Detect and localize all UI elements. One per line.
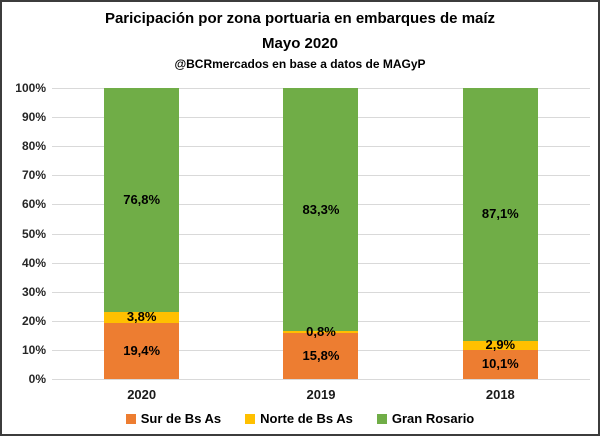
category-slot-2020: 19,4% 3,8% 76,8% [52, 88, 231, 379]
bar-segment-2019: 15,8% [283, 333, 359, 379]
category-slot-2018: 10,1% 2,9% 87,1% [411, 87, 590, 379]
data-label: 3,8% [126, 309, 157, 325]
y-axis-tick-label: 60% [21, 197, 46, 212]
legend-item: Sur de Bs As [125, 411, 222, 426]
data-label: 83,3% [302, 201, 340, 217]
y-axis-tick-label: 0% [28, 372, 46, 386]
data-label: 15,8% [302, 348, 340, 364]
bar-segment-2018: 10,1% [462, 349, 538, 379]
y-axis-tick-label: 30% [21, 284, 46, 299]
x-axis: 2020 2019 2018 [52, 387, 590, 402]
legend-label: Norte de Bs As [260, 411, 353, 426]
chart-title: Paricipación por zona portuaria en embar… [104, 10, 496, 27]
data-label: 10,1% [481, 356, 519, 372]
bar-segment-2020: 19,4% [104, 322, 180, 379]
legend-label: Sur de Bs As [140, 411, 222, 426]
bar-segment-2018: 2,9% [462, 337, 538, 353]
x-axis-label-2020: 2020 [127, 387, 157, 402]
bar-segment-2020: 76,8% [104, 88, 180, 312]
bar-segment-2020: 3,8% [104, 309, 180, 325]
x-axis-label-2018: 2018 [485, 387, 515, 402]
stacked-bar-2019: 15,8% 0,8% 83,3% [283, 88, 359, 379]
legend-item: Gran Rosario [376, 411, 475, 426]
y-axis-tick-label: 70% [21, 168, 46, 183]
y-axis-tick-label: 80% [21, 139, 46, 154]
chart-source-credit: @BCRmercados en base a datos de MAGyP [174, 57, 426, 71]
data-label: 19,4% [123, 342, 161, 358]
bar-segment-2018: 87,1% [462, 87, 538, 342]
y-axis-tick-label: 20% [21, 313, 46, 328]
legend-swatch [245, 413, 256, 424]
data-label: 0,8% [306, 323, 336, 339]
legend: Sur de Bs As Norte de Bs As Gran Rosario [2, 411, 598, 426]
y-axis-tick-label: 100% [15, 81, 46, 95]
y-axis-tick-label: 90% [21, 110, 46, 125]
y-axis-tick-label: 40% [21, 255, 46, 270]
stacked-bar-2020: 19,4% 3,8% 76,8% [104, 88, 180, 379]
y-axis-tick-label: 10% [21, 342, 46, 357]
y-axis: 0% 10% 20% 30% 40% 50% 60% 70% 80% 90% 100% [2, 82, 46, 385]
y-axis-tick-label: 50% [21, 226, 46, 241]
bar-segment-2019: 83,3% [283, 88, 359, 331]
legend-item: Norte de Bs As [245, 411, 353, 426]
legend-swatch [125, 413, 136, 424]
legend-swatch [376, 413, 387, 424]
plot-area: 19,4% 3,8% 76,8% 15,8% 0,8% 83,3% 10,1% 2,9% 87,… [52, 87, 590, 380]
gridline [52, 379, 590, 380]
data-label: 87,1% [481, 206, 519, 222]
legend-label: Gran Rosario [391, 411, 475, 426]
data-label: 2,9% [485, 337, 516, 353]
bar-segment-2019: 0,8% [283, 324, 359, 338]
category-slot-2019: 15,8% 0,8% 83,3% [231, 88, 410, 379]
stacked-bar-2018: 10,1% 2,9% 87,1% [462, 87, 538, 379]
chart-subtitle: Mayo 2020 [262, 35, 338, 52]
data-label: 76,8% [123, 191, 161, 207]
bars-container: 19,4% 3,8% 76,8% 15,8% 0,8% 83,3% 10,1% 2,9% 87,… [52, 87, 590, 379]
x-axis-label-2019: 2019 [306, 387, 336, 402]
